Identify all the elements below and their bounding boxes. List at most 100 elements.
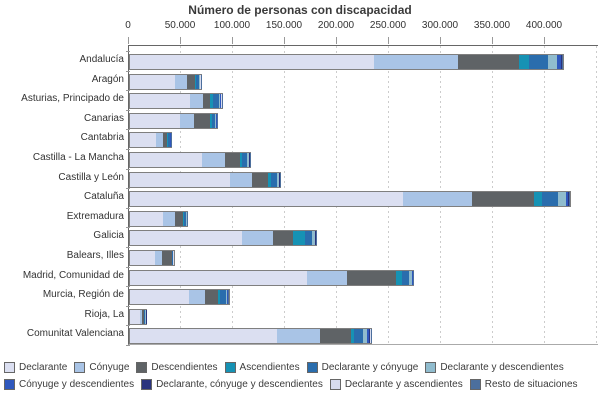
x-axis-tick-mark <box>544 37 545 44</box>
bar-segment-c-nyuge <box>188 290 205 305</box>
bar-segment-descendientes <box>186 74 195 89</box>
bar-segment-declarante <box>130 251 155 265</box>
bar-segment-c-nyuge-y-descendientes <box>367 329 370 344</box>
bar-segment-declarante-y-descendientes <box>277 172 279 187</box>
bar-segment-declarante-y-descendientes <box>225 290 228 305</box>
stacked-bar <box>129 132 173 149</box>
stacked-bar <box>129 308 148 325</box>
bar-segment-declarante-y-descendientes <box>246 153 249 167</box>
bar-segment-descendientes <box>224 153 240 167</box>
bar-segment-declarante <box>130 153 202 167</box>
x-axis-tick-label: 50.000 <box>164 20 196 31</box>
category-label: Comunitat Valenciana <box>26 328 124 340</box>
bar-segment-declarante <box>130 113 180 128</box>
legend-label: Descendientes <box>151 362 218 373</box>
legend-swatch <box>425 362 437 373</box>
bar-segment-ascendientes <box>171 251 173 265</box>
x-axis-tick-label: 150.000 <box>265 20 303 31</box>
stacked-bar <box>129 230 318 247</box>
y-axis-tick-mark <box>126 129 130 131</box>
x-axis-tick-mark <box>388 37 389 44</box>
category-label: Cantabria <box>80 132 124 144</box>
bar-segment-descendientes <box>162 133 167 148</box>
bar-segment-ascendientes <box>395 270 403 285</box>
bar-segment-declarante-y-ascendientes <box>561 55 563 69</box>
bar-segment-declarante-y-descendientes <box>558 192 567 207</box>
y-axis-tick-mark <box>126 90 130 92</box>
bar-segment-descendientes <box>161 251 172 265</box>
bar-segment-declarante-y-descendientes <box>547 55 558 69</box>
bar-segment-declarante-y-c-nyuge <box>167 133 170 148</box>
bar-segment-declarante-y-descendientes <box>218 94 221 109</box>
gridline <box>596 46 597 344</box>
category-label: Rioja, La <box>84 308 124 320</box>
legend-item: Cónyuge y descendientes <box>4 379 134 390</box>
bar-segment-declarante-y-c-nyuge <box>196 74 199 89</box>
category-label: Castilla y León <box>58 171 124 183</box>
y-axis-tick-mark <box>126 345 130 346</box>
bar-segment-declarante-y-c-nyuge <box>304 231 313 246</box>
bar-segment-c-nyuge <box>139 309 143 324</box>
y-axis-tick-mark <box>126 286 130 288</box>
legend-label: Ascendientes <box>239 362 300 373</box>
bar-segment-declarante-y-c-nyuge <box>212 94 219 109</box>
bar-segment-c-nyuge-y-descendientes <box>216 113 217 128</box>
stacked-bar <box>129 73 203 90</box>
category-label: Madrid, Comunidad de <box>22 269 124 281</box>
legend: Declarante Cónyuge Descendientes Ascendient… <box>4 359 598 393</box>
bar-segment-c-nyuge <box>156 133 163 148</box>
x-axis-tick-label: 250.000 <box>369 20 407 31</box>
legend-item: Declarante, cónyuge y descendientes <box>141 379 323 390</box>
category-label: Balears, Illes <box>66 250 124 261</box>
bar-segment-ascendientes <box>292 231 305 246</box>
bar-segment-declarante-y-c-nyuge <box>212 113 216 128</box>
legend-label: Declarante <box>19 362 68 373</box>
legend-item: Descendientes <box>136 362 218 373</box>
legend-swatch <box>306 362 318 373</box>
x-axis-tick-mark <box>180 37 181 44</box>
bar-segment-declarante-c-nyuge-y-descendientes <box>369 329 371 344</box>
category-label: Castilla - La Mancha <box>32 152 124 163</box>
bar-segment-declarante-y-descendientes <box>215 113 217 128</box>
category-label: Cataluña <box>83 191 124 203</box>
bar-segment-descendientes <box>193 113 211 128</box>
y-axis-tick-mark <box>126 51 130 52</box>
stacked-bar <box>129 112 219 129</box>
stacked-bar <box>129 269 415 286</box>
chart-title: Número de personas con discapacidad <box>188 3 412 17</box>
bar-segment-declarante-y-c-nyuge <box>270 172 278 187</box>
legend-swatch <box>4 379 15 390</box>
legend-row: Declarante Cónyuge Descendientes Ascendient… <box>4 359 598 376</box>
bar-segment-c-nyuge <box>306 270 347 285</box>
bar-segment-c-nyuge-y-descendientes <box>314 231 316 246</box>
bar-segment-ascendientes <box>210 113 213 128</box>
legend-item: Declarante y descendientes <box>425 362 564 373</box>
stacked-bar <box>129 93 224 110</box>
legend-item: Resto de situaciones <box>469 379 578 390</box>
legend-label: Declarante y ascendientes <box>344 379 463 390</box>
bar-segment-descendientes <box>457 55 519 69</box>
legend-item: Declarante <box>4 362 67 373</box>
x-axis-tick-label: 100.000 <box>213 20 251 31</box>
bar-segment-declarante <box>130 133 156 148</box>
bar-segment-declarante <box>130 270 307 285</box>
bar-segment-descendientes <box>472 192 535 207</box>
bar-segment-declarante-y-c-nyuge <box>220 290 226 305</box>
bar-segment-c-nyuge <box>174 74 187 89</box>
bar-segment-declarante-y-c-nyuge <box>402 270 409 285</box>
stacked-bar <box>129 54 564 70</box>
bar-segment-resto-de-situaciones <box>562 55 563 69</box>
bar-segment-c-nyuge <box>154 251 162 265</box>
bar-segment-ascendientes <box>534 192 543 207</box>
bar-segment-declarante <box>130 290 189 305</box>
x-axis-tick-mark <box>336 37 337 44</box>
legend-label: Cónyuge <box>89 362 130 373</box>
bar-segment-c-nyuge <box>189 94 203 109</box>
bar-segment-declarante-y-c-nyuge <box>242 153 247 167</box>
bar-segment-c-nyuge <box>201 153 225 167</box>
bar-segment-c-nyuge <box>241 231 273 246</box>
bar-segment-declarante <box>130 192 403 207</box>
bar-segment-ascendientes <box>268 172 271 187</box>
bar-segment-declarante <box>130 172 230 187</box>
